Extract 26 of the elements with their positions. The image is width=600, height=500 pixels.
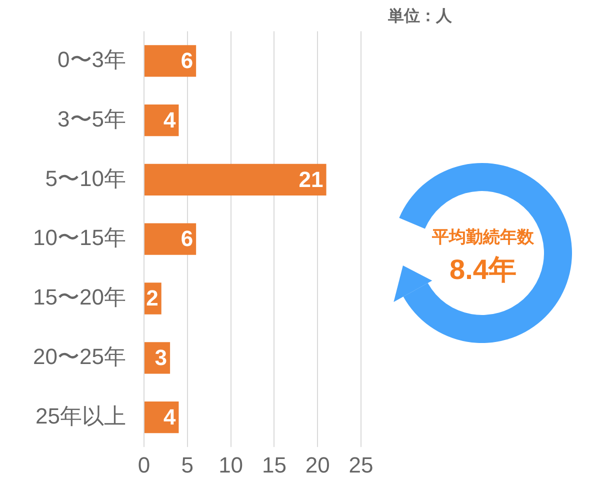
data-label: 6 [180,48,194,73]
y-tick-label: 10〜15年 [33,225,126,250]
bar [144,164,326,196]
y-tick-label: 15〜20年 [33,284,126,310]
y-tick-label: 25年以上 [36,403,126,428]
y-tick-label: 3〜5年 [58,106,126,132]
data-label: 4 [163,107,176,132]
bar [144,45,196,77]
y-tick-label: 20〜25年 [33,344,126,369]
x-tick-label: 20 [305,452,330,478]
y-tick-label: 5〜10年 [45,166,126,191]
text: 8.4年 [450,254,516,285]
bar [144,223,196,255]
x-tick-label: 0 [138,452,150,478]
y-tick-label: 0〜3年 [58,46,126,72]
x-tick-label: 25 [348,452,374,478]
x-tick-label: 10 [218,452,244,478]
data-label: 2 [146,286,158,311]
x-tick-label: 5 [181,452,194,478]
text: 単位：人 [388,8,452,25]
data-label: 21 [298,166,324,192]
x-tick-label: 15 [262,452,286,478]
data-label: 3 [154,344,168,370]
text: 平均勤続年数 [432,228,534,246]
data-label: 6 [180,226,194,252]
data-label: 4 [163,404,176,430]
